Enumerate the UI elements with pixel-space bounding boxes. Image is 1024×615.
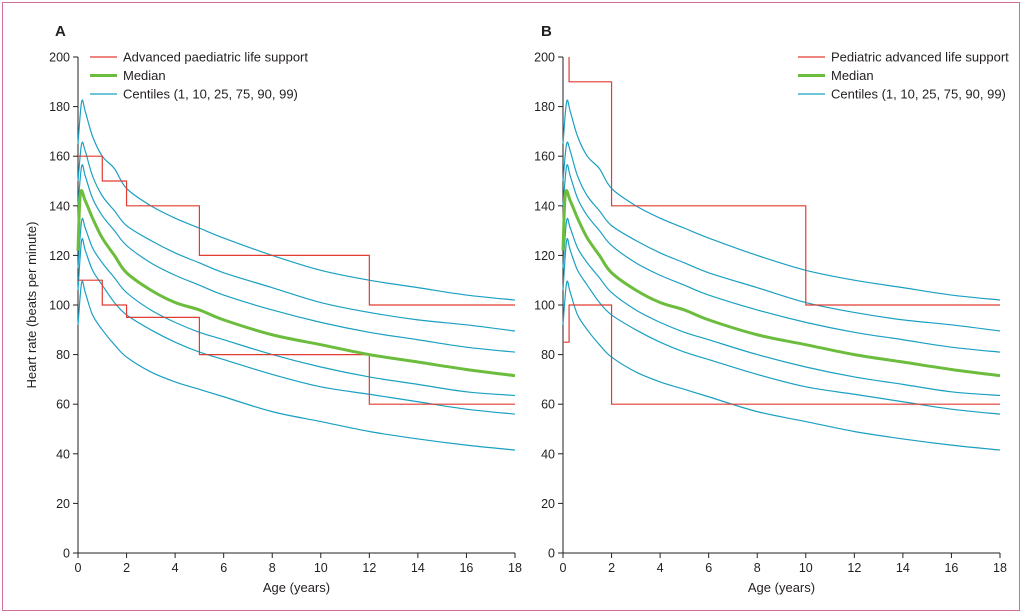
y-tick-label: 60 [541, 398, 555, 412]
y-tick-label: 80 [56, 348, 70, 362]
centile-series-line [77, 280, 516, 451]
legend-label-reference: Advanced paediatric life support [123, 50, 308, 65]
y-tick-label: 160 [534, 150, 555, 164]
x-tick-label: 2 [123, 561, 130, 575]
x-tick-label: 4 [172, 561, 179, 575]
x-tick-label: 12 [362, 561, 376, 575]
y-tick-label: 40 [541, 447, 555, 461]
x-tick-label: 16 [944, 561, 958, 575]
x-tick-label: 6 [705, 561, 712, 575]
x-tick-label: 2 [608, 561, 615, 575]
legend-label-median: Median [831, 68, 874, 83]
y-tick-label: 0 [548, 547, 555, 561]
centile-series-line [77, 164, 516, 353]
y-tick-label: 20 [541, 497, 555, 511]
y-axis-label: Heart rate (beats per minute) [24, 222, 39, 389]
x-tick-label: 10 [314, 561, 328, 575]
legend-label-centile: Centiles (1, 10, 25, 75, 90, 99) [123, 87, 298, 102]
x-tick-label: 8 [269, 561, 276, 575]
x-tick-label: 12 [847, 561, 861, 575]
centile-series-line [77, 99, 516, 301]
x-tick-label: 10 [799, 561, 813, 575]
chart-panel-b: B 0 20 40 60 80 100 120 140 160 180 200 0 2 4 6 8 10 12 14 1… [534, 23, 1009, 595]
x-tick-label: 0 [75, 561, 82, 575]
reference-series-line [78, 155, 515, 306]
centile-series-line [77, 141, 516, 332]
x-tick-label: 18 [993, 561, 1007, 575]
y-tick-label: 160 [49, 150, 70, 164]
x-tick-label: 14 [411, 561, 425, 575]
y-tick-label: 80 [541, 348, 555, 362]
y-tick-label: 180 [534, 100, 555, 114]
centile-series-line [562, 99, 1001, 301]
y-tick-label: 100 [534, 299, 555, 313]
y-tick-label: 200 [534, 51, 555, 65]
centile-series-line [562, 217, 1001, 397]
centile-series-line [562, 164, 1001, 353]
median-series-line [76, 188, 516, 378]
legend-label-median: Median [123, 68, 166, 83]
y-tick-label: 40 [56, 447, 70, 461]
reference-series-line [78, 279, 515, 405]
x-tick-label: 8 [754, 561, 761, 575]
centile-series-line [562, 280, 1001, 451]
x-tick-label: 16 [459, 561, 473, 575]
reference-series-line [563, 304, 1000, 405]
centile-series-line [77, 217, 516, 397]
centile-series-line [562, 141, 1001, 332]
x-tick-label: 6 [220, 561, 227, 575]
centile-series-line [562, 237, 1001, 415]
y-tick-label: 180 [49, 100, 70, 114]
y-tick-label: 200 [49, 51, 70, 65]
centile-series-line [77, 237, 516, 415]
y-tick-label: 120 [534, 249, 555, 263]
y-tick-label: 140 [49, 199, 70, 213]
y-tick-label: 20 [56, 497, 70, 511]
x-tick-label: 18 [508, 561, 522, 575]
x-tick-label: 0 [560, 561, 567, 575]
y-tick-label: 0 [63, 547, 70, 561]
y-tick-label: 140 [534, 199, 555, 213]
y-tick-label: 120 [49, 249, 70, 263]
x-axis-label: Age (years) [263, 580, 330, 595]
y-tick-label: 60 [56, 398, 70, 412]
median-series-line [561, 188, 1001, 378]
panel-letter: A [55, 23, 66, 40]
x-axis-label: Age (years) [748, 580, 815, 595]
x-tick-label: 14 [896, 561, 910, 575]
x-tick-label: 4 [657, 561, 664, 575]
panel-letter: B [541, 23, 552, 40]
legend-label-reference: Pediatric advanced life support [831, 50, 1009, 65]
y-tick-label: 100 [49, 299, 70, 313]
chart-panel-a: A 0 20 40 60 80 100 120 140 160 180 200 0 2 4 6 8 10 12 14 1… [24, 23, 522, 595]
legend-label-centile: Centiles (1, 10, 25, 75, 90, 99) [831, 87, 1006, 102]
reference-series-line [568, 57, 1000, 306]
